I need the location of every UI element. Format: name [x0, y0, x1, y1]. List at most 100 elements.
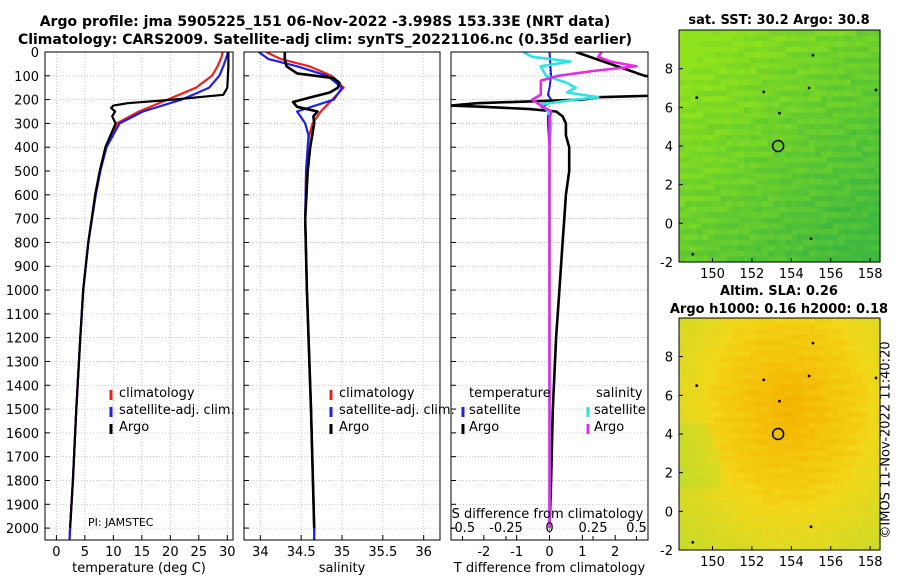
sla-map-cell — [803, 494, 810, 501]
sst-map-cell — [744, 157, 751, 164]
sst-map-cell — [803, 151, 810, 158]
sla-map-cell — [690, 450, 698, 457]
sla-map-cell — [862, 362, 869, 369]
sla-map-cell — [761, 439, 769, 446]
sla-map-cell — [708, 345, 716, 352]
sla-map-cell — [874, 450, 881, 457]
sst-map-cell — [755, 68, 763, 75]
sla-map-cell — [749, 516, 757, 523]
sst-map-cell — [738, 96, 745, 103]
sla-map-cell — [874, 538, 881, 546]
sla-map-cell — [720, 417, 727, 424]
sst-map-cell — [874, 228, 881, 235]
sla-map-cell — [856, 340, 863, 347]
sst-map-cell — [868, 57, 875, 64]
sst-map-cell — [838, 173, 846, 180]
sla-map-cell — [856, 434, 863, 441]
sst-map-cell — [785, 151, 792, 158]
sla-map-cell — [720, 456, 727, 463]
sla-map-cell — [749, 428, 757, 435]
sla-map-cell — [856, 351, 863, 358]
sst-map-cell — [791, 217, 798, 224]
sst-map-cell — [761, 96, 769, 103]
sst-map-cell — [714, 90, 721, 97]
sla-map-cell — [803, 345, 810, 352]
sst-map-cell — [791, 239, 798, 247]
sst-map-cell — [803, 107, 810, 114]
sla-map-cell — [714, 544, 721, 551]
sla-map-cell — [809, 378, 816, 385]
sla-map-cell — [755, 434, 763, 441]
sla-map-cell — [814, 450, 822, 457]
sla-map-cell — [726, 522, 733, 529]
sst-map-cell — [720, 90, 727, 97]
sst-map-cell — [690, 134, 698, 142]
sla-map-cell — [868, 400, 875, 407]
sla-map-cell — [767, 334, 775, 341]
sla-map-cell — [809, 422, 816, 430]
sla-map-cell — [820, 384, 828, 391]
temp-legend-label: Argo — [119, 420, 149, 435]
sla-map-cell — [749, 467, 757, 474]
sla-map-cell — [803, 395, 810, 402]
sst-map-cell — [850, 184, 857, 191]
sla-map-cell — [749, 483, 757, 490]
sla-map-cell — [767, 478, 775, 485]
sst-map-cell — [732, 223, 739, 230]
sla-map-cell — [744, 450, 751, 457]
sla-map-cell — [720, 489, 727, 496]
sst-map-cell — [708, 250, 716, 258]
sla-map-cell — [826, 489, 834, 496]
sst-map-cell — [738, 179, 745, 186]
sla-map-cell — [820, 318, 828, 325]
sst-map-cell — [874, 35, 881, 42]
sla-map-cell — [862, 422, 869, 430]
temp-axis-xtick-label: 15 — [134, 545, 151, 560]
sla-map-island — [762, 378, 766, 382]
sst-map-cell — [868, 168, 875, 175]
sst-map-cell — [785, 30, 792, 37]
sst-map-cell — [684, 96, 692, 103]
sla-map-cell — [814, 467, 822, 474]
sla-map-cell — [708, 439, 716, 446]
sla-map-cell — [744, 461, 751, 468]
sla-map-cell — [684, 345, 692, 352]
sla-map-cell — [708, 373, 716, 380]
sla-map-cell — [874, 395, 881, 402]
sst-map-cell — [690, 146, 698, 153]
sst-map-cell — [779, 85, 787, 92]
sst-map-cell — [797, 168, 804, 175]
sla-map-cell — [785, 323, 792, 330]
tdiff-axis-xtick-label: -2 — [477, 545, 490, 560]
sla-map-cell — [679, 489, 686, 496]
sla-map-cell — [826, 356, 834, 363]
sla-map-cell — [779, 323, 787, 330]
sst-map-cell — [732, 239, 739, 247]
temp-panel-frame — [44, 51, 234, 541]
sla-map-cell — [684, 500, 692, 507]
sst-map-cell — [726, 140, 733, 147]
sst-map-cell — [826, 173, 834, 180]
sst-map-cell — [744, 30, 751, 37]
sst-map-cell — [702, 107, 710, 114]
sla-map-cell — [702, 467, 710, 474]
sla-map-cell — [779, 362, 787, 369]
sla-map-cell — [732, 428, 739, 435]
sst-map-cell — [814, 107, 822, 114]
sst-map-cell — [832, 134, 840, 142]
sla-map-cell — [856, 450, 863, 457]
sst-map-cell — [874, 74, 881, 81]
sla-map-cell — [714, 478, 721, 485]
sst-map-cell — [732, 190, 739, 197]
sla-map-cell — [726, 478, 733, 485]
sst-map-cell — [696, 250, 704, 258]
sst-map-cell — [679, 190, 686, 197]
sst-map-cell — [684, 123, 692, 131]
sla-map-cell — [803, 400, 810, 407]
sst-map-cell — [767, 168, 775, 175]
sst-map-cell — [791, 195, 798, 202]
sst-map-cell — [720, 151, 727, 158]
sst-map-cell — [708, 173, 716, 180]
sla-map-cell — [791, 533, 798, 540]
sst-map-cell — [690, 101, 698, 108]
